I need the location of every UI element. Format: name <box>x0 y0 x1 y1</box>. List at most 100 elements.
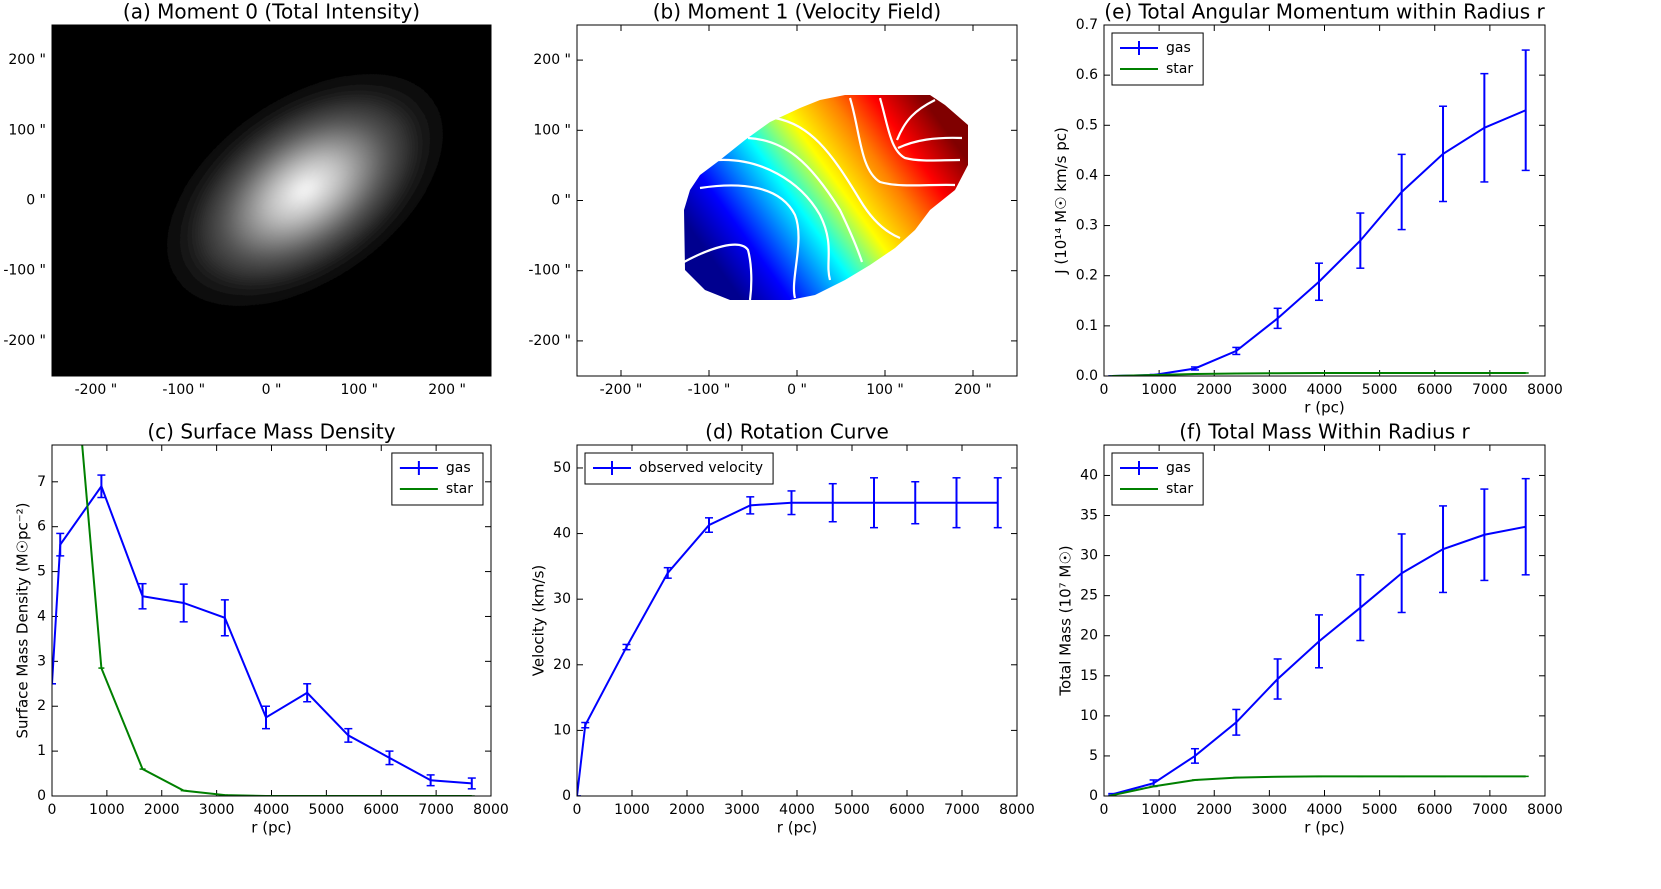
velocity-field-image <box>683 95 968 301</box>
y-tick-label: 15 <box>1080 668 1098 684</box>
x-tick-label: 2000 <box>144 802 180 818</box>
x-tick-label: -100 " <box>162 382 205 398</box>
panel-title: (e) Total Angular Momentum within Radius… <box>1104 0 1545 24</box>
x-tick-label: 1000 <box>1141 382 1177 398</box>
y-tick-label: 40 <box>553 526 571 542</box>
y-tick-label: 50 <box>553 460 571 476</box>
y-tick-label: 6 <box>37 519 46 535</box>
y-tick-label: -200 " <box>528 333 571 349</box>
x-tick-label: 3000 <box>724 802 760 818</box>
y-tick-label: 100 " <box>8 122 46 138</box>
y-tick-label: 0.4 <box>1076 167 1098 183</box>
x-tick-label: 6000 <box>363 802 399 818</box>
y-tick-label: 7 <box>37 474 46 490</box>
y-tick-label: 20 <box>553 657 571 673</box>
y-tick-label: 3 <box>37 653 46 669</box>
x-tick-label: 1000 <box>614 802 650 818</box>
x-tick-label: -100 " <box>688 382 731 398</box>
y-tick-label: 0 <box>37 788 46 804</box>
x-tick-label: -200 " <box>600 382 643 398</box>
y-tick-label: 200 " <box>8 52 46 68</box>
axes-frame <box>51 24 492 377</box>
series-line <box>1112 775 1526 796</box>
series-line <box>1112 109 1527 376</box>
x-tick-label: 1000 <box>89 802 125 818</box>
y-tick-label: 10 <box>553 722 571 738</box>
x-tick-label: 0 <box>48 802 57 818</box>
panel-title: (c) Surface Mass Density <box>147 420 395 444</box>
y-tick-label: 0.2 <box>1076 268 1098 284</box>
x-tick-label: 0 " <box>262 382 282 398</box>
x-tick-label: 0 <box>1100 382 1109 398</box>
x-tick-label: 6000 <box>1417 382 1453 398</box>
plot-area <box>1108 49 1530 376</box>
y-axis-label: J (10¹⁴ M☉ km/s pc) <box>1052 127 1070 275</box>
axes-frame <box>1103 444 1546 797</box>
y-tick-label: -100 " <box>3 263 46 279</box>
x-tick-label: 7000 <box>1472 802 1508 818</box>
y-tick-label: -100 " <box>528 263 571 279</box>
legend-label: observed velocity <box>639 460 763 476</box>
x-tick-label: 2000 <box>1196 802 1232 818</box>
x-tick-label: 4000 <box>1307 802 1343 818</box>
panel-title: (f) Total Mass Within Radius r <box>1179 420 1470 444</box>
series-line <box>52 484 472 785</box>
x-tick-label: 7000 <box>1472 382 1508 398</box>
legend-label: gas <box>1166 460 1191 476</box>
x-tick-label: 5000 <box>309 802 345 818</box>
plot-area <box>577 477 1002 796</box>
axes-frame <box>576 24 1018 377</box>
y-tick-label: 4 <box>37 608 46 624</box>
x-tick-label: 5000 <box>834 802 870 818</box>
x-axis-label: r (pc) <box>1304 819 1344 837</box>
x-tick-label: 8000 <box>473 802 509 818</box>
series-line <box>577 501 998 796</box>
x-axis-label: r (pc) <box>777 819 817 837</box>
legend: gas star <box>391 452 484 506</box>
y-axis-label: Velocity (km/s) <box>530 565 548 676</box>
x-tick-label: 200 " <box>428 382 466 398</box>
y-tick-label: 30 <box>1080 548 1098 564</box>
y-tick-label: 0 <box>562 788 571 804</box>
y-tick-label: 35 <box>1080 508 1098 524</box>
x-tick-label: 0 <box>1100 802 1109 818</box>
panel-title: (b) Moment 1 (Velocity Field) <box>653 0 941 24</box>
y-tick-label: 200 " <box>533 52 571 68</box>
plot-area <box>1108 477 1530 796</box>
y-tick-label: 0.0 <box>1076 368 1098 384</box>
y-tick-label: 20 <box>1080 628 1098 644</box>
y-tick-label: 1 <box>37 743 46 759</box>
y-tick-label: 0.3 <box>1076 218 1098 234</box>
axes-frame <box>51 444 492 797</box>
y-tick-label: 0.6 <box>1076 67 1098 83</box>
panel-title: (d) Rotation Curve <box>705 420 889 444</box>
axes-frame <box>1103 24 1546 377</box>
y-tick-label: 0 <box>1089 788 1098 804</box>
legend-box <box>1111 32 1204 86</box>
x-tick-label: 4000 <box>1307 382 1343 398</box>
x-tick-label: 100 " <box>340 382 378 398</box>
x-tick-label: 1000 <box>1141 802 1177 818</box>
x-axis-label: r (pc) <box>1304 399 1344 417</box>
y-tick-label: 0.7 <box>1076 17 1098 33</box>
y-axis-label: Surface Mass Density (M☉pc⁻²) <box>14 502 32 738</box>
x-tick-label: 200 " <box>954 382 992 398</box>
x-tick-label: 7000 <box>944 802 980 818</box>
y-tick-label: 30 <box>553 591 571 607</box>
x-tick-label: 2000 <box>1196 382 1232 398</box>
x-tick-label: 0 <box>573 802 582 818</box>
y-tick-label: 0 " <box>26 193 46 209</box>
legend: gas star <box>1111 32 1204 86</box>
legend-box <box>391 452 484 506</box>
legend: gas star <box>1111 452 1204 506</box>
x-tick-label: 3000 <box>1252 382 1288 398</box>
y-tick-label: 0 " <box>551 193 571 209</box>
y-tick-label: 10 <box>1080 708 1098 724</box>
y-tick-label: 5 <box>1089 748 1098 764</box>
x-tick-label: 3000 <box>1252 802 1288 818</box>
legend: observed velocity <box>584 452 774 485</box>
moment0-image <box>52 25 491 376</box>
legend-label: star <box>446 481 473 497</box>
